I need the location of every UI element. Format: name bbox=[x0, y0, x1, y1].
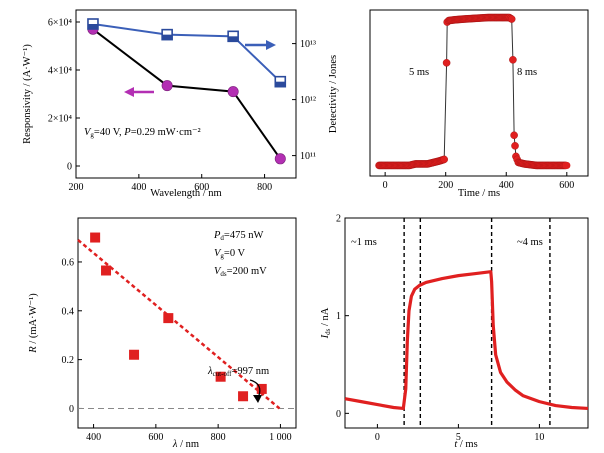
data-point-square bbox=[90, 232, 101, 243]
x-axis-label-1: Wavelength / nm bbox=[150, 188, 221, 199]
y-tick-label-4: 2 bbox=[336, 214, 341, 225]
arrow-left-responsivity bbox=[124, 87, 154, 97]
x-tick-label-3: 1 000 bbox=[269, 432, 292, 443]
panel-cutoff: 400 600 800 1 000 0 0.2 0.4 0.6 λ / nm R / (mA… bbox=[28, 217, 297, 450]
x-tick-label-1: 600 bbox=[194, 182, 209, 193]
panel-current-transient: 0 5 10 0 1 2 t / ms Ids / nA ~1 ms ~4 ms bbox=[320, 214, 589, 450]
responsivity-line bbox=[92, 28, 282, 160]
plot-frame-1 bbox=[75, 9, 297, 179]
y-tick-label-left-1: 2×10⁴ bbox=[48, 114, 73, 125]
legend-vds: Vds=200 mV bbox=[214, 266, 267, 278]
data-point-square bbox=[215, 371, 226, 382]
responsivity-point bbox=[161, 80, 173, 92]
data-point-square bbox=[129, 349, 140, 360]
x-axis-label-2: Time / ms bbox=[458, 188, 500, 199]
x-tick-label-4: 0 bbox=[375, 432, 380, 443]
time-response-line bbox=[379, 17, 567, 166]
panel-time-response: 0 200 400 600 Time / ms 5 ms 8 ms bbox=[369, 9, 589, 199]
data-point-square bbox=[101, 265, 112, 276]
data-point-square bbox=[163, 313, 174, 324]
current-trace bbox=[344, 270, 589, 411]
y-axis-label-4: Ids / nA bbox=[320, 307, 332, 339]
x-axis-label-4: t / ms bbox=[454, 439, 477, 450]
plot-frame-2 bbox=[369, 9, 589, 177]
x-tick-label-2: 200 bbox=[438, 180, 453, 191]
x-tick-label-1: 200 bbox=[69, 182, 84, 193]
detectivity-point-fill bbox=[87, 24, 98, 29]
y-tick-label-left-1: 6×10⁴ bbox=[48, 18, 73, 29]
time-response-point bbox=[507, 15, 516, 23]
y-axis-label-left-1: Responsivity / (A·W⁻¹) bbox=[22, 44, 33, 144]
y-tick-label-4: 1 bbox=[336, 311, 341, 322]
detectivity-point-fill bbox=[228, 36, 239, 42]
x-tick-label-2: 600 bbox=[559, 180, 574, 191]
data-point-square bbox=[256, 383, 267, 394]
linear-fit-line bbox=[77, 239, 281, 410]
x-tick-label-3: 800 bbox=[211, 432, 226, 443]
annotation-fall-time: 8 ms bbox=[517, 67, 537, 78]
time-response-point bbox=[563, 161, 571, 170]
responsivity-point bbox=[274, 153, 286, 165]
x-tick-label-3: 600 bbox=[148, 432, 163, 443]
annotation-conditions-1: Vg=40 V, P=0.29 mW·cm⁻² bbox=[84, 127, 201, 139]
cutoff-arrowhead bbox=[253, 395, 262, 403]
detectivity-line bbox=[92, 23, 281, 83]
y-tick-label-left-1: 0 bbox=[67, 162, 72, 173]
y-tick-label-4: 0 bbox=[336, 409, 341, 420]
panel-responsivity: 200 400 600 800 0 2×10⁴ 4×10⁴ 6×10⁴ 10¹¹ 10¹² 10… bbox=[22, 9, 339, 199]
time-response-point bbox=[442, 59, 451, 67]
y-tick-label-3: 0 bbox=[69, 404, 74, 415]
time-response-point bbox=[511, 142, 519, 150]
y-tick-label-3: 0.2 bbox=[62, 355, 75, 366]
data-point-square bbox=[238, 391, 249, 402]
annotation-fall-4ms: ~4 ms bbox=[517, 237, 543, 248]
annotation-rise-time: 5 ms bbox=[409, 67, 429, 78]
x-tick-label-1: 800 bbox=[257, 182, 272, 193]
legend-vg: Vg=0 V bbox=[214, 248, 246, 260]
y-tick-label-right-1: 10¹¹ bbox=[300, 151, 316, 162]
y-tick-label-3: 0.4 bbox=[62, 306, 75, 317]
annotation-rise-1ms: ~1 ms bbox=[351, 237, 377, 248]
plot-frame-3 bbox=[77, 217, 297, 429]
time-response-point bbox=[509, 56, 517, 64]
x-tick-label-3: 400 bbox=[86, 432, 101, 443]
legend-pd: Pd=475 nW bbox=[213, 230, 263, 242]
y-tick-label-3: 0.6 bbox=[62, 257, 75, 268]
plot-frame-4 bbox=[344, 217, 589, 429]
y-axis-label-3: R / (mA·W⁻¹) bbox=[28, 293, 39, 354]
x-tick-label-4: 10 bbox=[534, 432, 544, 443]
responsivity-point bbox=[227, 86, 239, 98]
y-tick-label-right-1: 10¹² bbox=[300, 95, 316, 106]
time-response-point bbox=[440, 155, 448, 164]
x-tick-label-4: 5 bbox=[456, 432, 461, 443]
y-axis-label-right-1: Detectivity / Jones bbox=[328, 55, 339, 133]
x-axis-label-3: λ / nm bbox=[172, 439, 199, 450]
x-tick-label-2: 400 bbox=[499, 180, 514, 191]
detectivity-point-fill bbox=[162, 34, 173, 40]
y-tick-label-left-1: 4×10⁴ bbox=[48, 66, 73, 77]
y-tick-label-right-1: 10¹³ bbox=[300, 39, 316, 50]
x-tick-label-1: 400 bbox=[131, 182, 146, 193]
arrow-right-detectivity bbox=[245, 40, 276, 50]
detectivity-point-fill bbox=[275, 81, 286, 87]
cutoff-label: λcut-off=997 nm bbox=[207, 366, 269, 378]
time-response-point bbox=[510, 131, 518, 140]
x-tick-label-2: 0 bbox=[383, 180, 388, 191]
